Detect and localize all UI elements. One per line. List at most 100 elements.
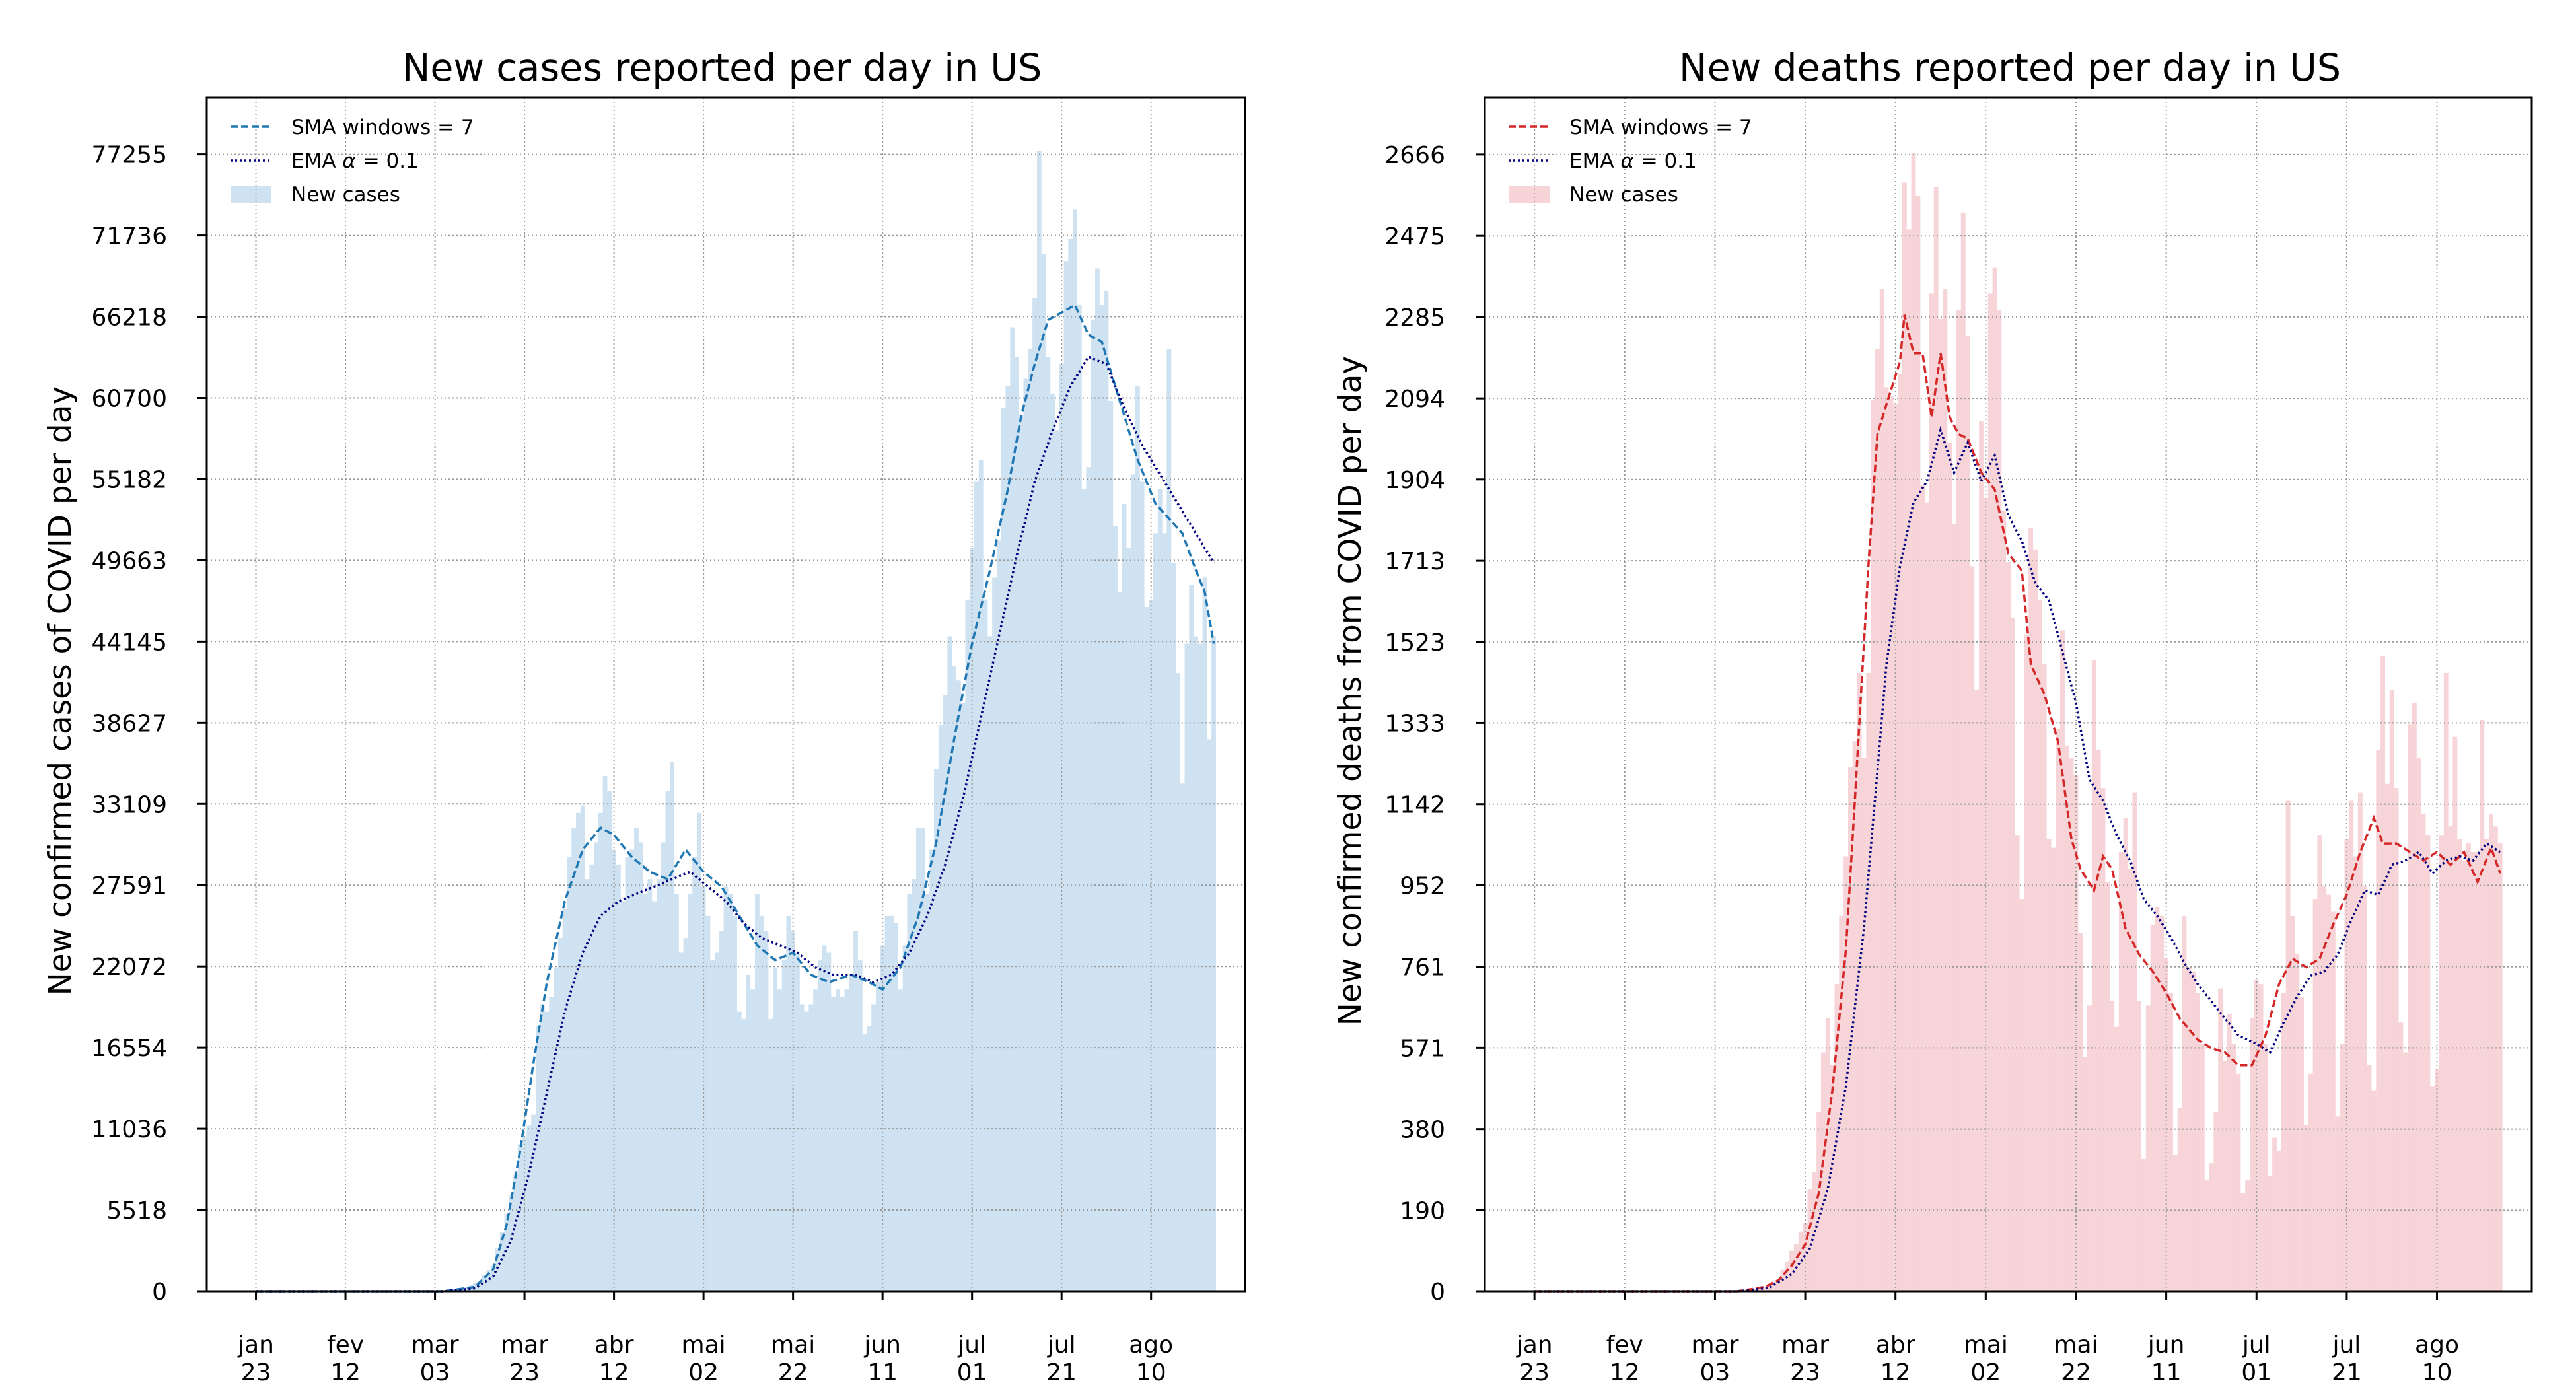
bar (799, 1004, 805, 1291)
bar (705, 915, 711, 1291)
bar (2317, 835, 2322, 1291)
bar (1807, 1189, 1812, 1291)
x-tick-label: 22 (2061, 1359, 2091, 1386)
bar (589, 864, 594, 1291)
bar (920, 828, 925, 1291)
bar (1211, 636, 1216, 1291)
x-tick-label: fev (1606, 1332, 1643, 1359)
y-tick-label: 22072 (91, 954, 167, 981)
bar (831, 997, 836, 1291)
x-tick-label: 23 (509, 1359, 540, 1386)
x-tick-label: jul (1047, 1332, 1076, 1359)
bar (1144, 606, 1149, 1291)
bar (1915, 195, 1921, 1292)
bar (1803, 1223, 1808, 1291)
bar (925, 894, 930, 1291)
y-tick-label: 190 (1400, 1197, 1445, 1225)
bar (764, 931, 769, 1291)
bar (2398, 1022, 2404, 1291)
bar (2037, 600, 2042, 1291)
x-tick-label: jul (2242, 1332, 2271, 1359)
bar (943, 695, 948, 1291)
bar (692, 857, 697, 1291)
bar (585, 879, 590, 1291)
bar (2056, 728, 2061, 1291)
bar (710, 960, 715, 1291)
bar (934, 768, 939, 1291)
bar (1180, 783, 1185, 1291)
cases-bars (419, 151, 1216, 1292)
bar (1001, 408, 1006, 1291)
bar (1947, 443, 1952, 1291)
bar (2466, 843, 2471, 1291)
bar (2064, 745, 2069, 1291)
bar (2439, 835, 2444, 1291)
bar (482, 1275, 487, 1291)
bar (791, 931, 796, 1291)
bar (728, 894, 733, 1291)
bar (549, 997, 554, 1291)
y-tick-label: 2285 (1384, 304, 1445, 332)
bar (992, 577, 997, 1291)
x-tick-label: jul (2332, 1332, 2361, 1359)
bar (576, 812, 581, 1291)
bar (2168, 993, 2173, 1291)
bar (1063, 261, 1069, 1291)
y-tick-label: 5518 (106, 1197, 167, 1225)
bar (2006, 562, 2011, 1291)
bar (875, 982, 880, 1291)
bar (2484, 839, 2489, 1291)
bar (1023, 378, 1028, 1291)
bar (2263, 1044, 2268, 1291)
x-tick-label: mai (682, 1332, 726, 1359)
bar (2349, 800, 2354, 1291)
bar (884, 915, 890, 1291)
bar (2028, 528, 2034, 1291)
bar (2376, 750, 2381, 1291)
bar (2421, 813, 2426, 1291)
bar (1847, 766, 1853, 1291)
bar (2196, 993, 2200, 1291)
bar (1987, 293, 1993, 1291)
bar (880, 945, 885, 1291)
bar (670, 761, 675, 1291)
bar (580, 805, 585, 1291)
bar (522, 1137, 527, 1291)
bar (947, 636, 952, 1291)
bar (1005, 386, 1011, 1292)
bar (567, 857, 572, 1291)
bar (674, 894, 679, 1291)
bar (652, 901, 657, 1291)
bar (2335, 1116, 2340, 1291)
bar (2191, 971, 2196, 1291)
bar (1753, 1288, 1758, 1291)
bar (1189, 585, 1194, 1291)
bar (826, 952, 832, 1291)
bar (2457, 839, 2462, 1291)
bar (867, 1026, 872, 1291)
x-tick-label: fev (327, 1332, 364, 1359)
bar (768, 1018, 773, 1291)
bar (1929, 293, 1934, 1291)
bar (1015, 357, 1019, 1291)
bar (2308, 1073, 2313, 1291)
x-tick-label: 11 (2151, 1359, 2182, 1386)
bar (795, 952, 800, 1291)
bar (2497, 843, 2503, 1291)
bar (2200, 1044, 2205, 1291)
bar (970, 548, 975, 1291)
y-tick-label: 2094 (1384, 386, 1445, 413)
bar (2493, 826, 2498, 1291)
legend-bar-swatch (231, 186, 271, 203)
x-tick-label: 21 (2332, 1359, 2362, 1386)
y-tick-label: 0 (1430, 1279, 1445, 1306)
legend-label: SMA windows = 7 (1569, 116, 1752, 139)
bar (2114, 1026, 2119, 1291)
x-tick-label: 10 (2422, 1359, 2452, 1386)
bar (822, 945, 827, 1291)
bar (965, 599, 970, 1291)
bar (495, 1248, 500, 1291)
bar (746, 974, 751, 1291)
bar (1122, 503, 1127, 1292)
bar (2182, 915, 2187, 1291)
